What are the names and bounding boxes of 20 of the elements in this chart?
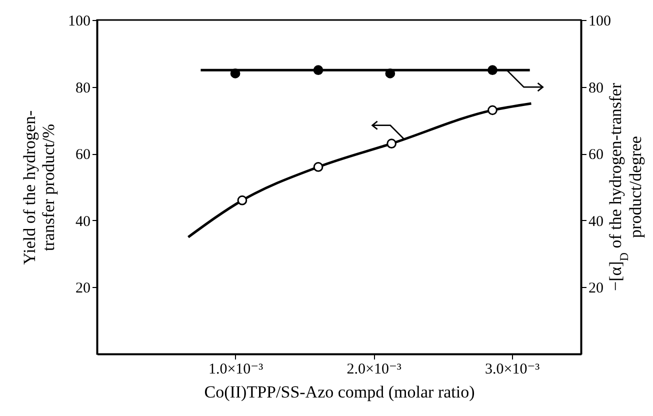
point <box>386 138 396 149</box>
x-axis-title: Co(II)TPP/SS-Azo compd (molar ratio) <box>204 382 475 402</box>
y-tick-label: 60 <box>76 147 90 164</box>
y-tick-label: 20 <box>76 280 90 297</box>
y2-tick-label: 80 <box>588 80 604 96</box>
y2-tick-label: 60 <box>588 147 604 164</box>
x-tick-label: 2.0×10⁻³ <box>346 362 402 378</box>
y-axis-title: Yield of the hydrogen- transfer product/% <box>20 110 58 265</box>
y-tick-label: 100 <box>68 14 90 30</box>
line-series <box>187 102 532 238</box>
y-tick-label: 80 <box>76 80 90 96</box>
x-tick-label: 3.0×10⁻³ <box>485 362 540 378</box>
x-tick-label: 1.0×10⁻³ <box>208 362 264 378</box>
y2-tick-label: 20 <box>588 280 604 297</box>
point <box>313 162 324 172</box>
y2-tick-label: 100 <box>588 14 611 30</box>
y-tick-label: 40 <box>76 214 90 230</box>
y2-tick-label: 40 <box>588 214 604 230</box>
point <box>488 105 498 116</box>
point <box>237 195 248 206</box>
